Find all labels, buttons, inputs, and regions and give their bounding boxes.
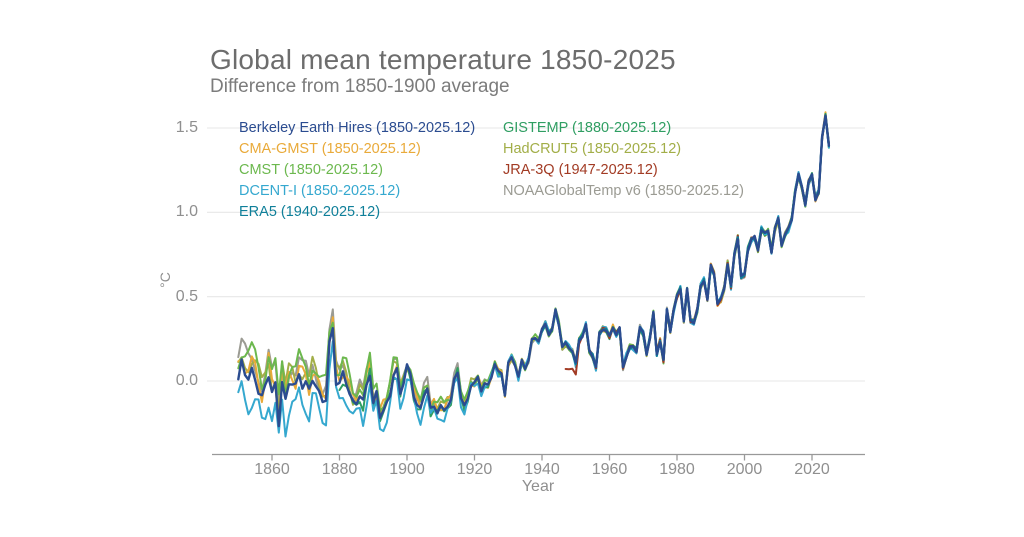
- x-tick-label: 1900: [389, 461, 425, 478]
- y-tick-label: 1.0: [175, 203, 198, 221]
- x-tick-label: 1920: [456, 461, 493, 478]
- x-tick-label: 1980: [659, 461, 695, 478]
- legend-item-cma-gmst: CMA-GMST (1850-2025.12): [239, 141, 421, 157]
- legend-item-gistemp: GISTEMP (1880-2025.12): [503, 120, 672, 136]
- x-tick-label: 2020: [794, 461, 830, 478]
- x-tick-label: 2000: [726, 461, 763, 478]
- y-tick-label: 0.5: [175, 287, 198, 305]
- legend-item-noaaglobaltemp-v6: NOAAGlobalTemp v6 (1850-2025.12): [503, 183, 744, 199]
- legend-item-berkeley-earth-hires: Berkeley Earth Hires (1850-2025.12): [239, 120, 476, 136]
- legend-item-jra-3q: JRA-3Q (1947-2025.12): [503, 162, 658, 178]
- chart-title: Global mean temperature 1850-2025: [210, 44, 676, 75]
- legend-item-hadcrut5: HadCRUT5 (1850-2025.12): [503, 141, 682, 157]
- legend-item-cmst: CMST (1850-2025.12): [239, 162, 384, 178]
- legend-column-left: Berkeley Earth Hires (1850-2025.12) CMA-G…: [239, 118, 475, 223]
- series-line-berkeley-earth-hires: [237, 114, 831, 428]
- y-tick-label: 1.5: [175, 118, 198, 136]
- x-tick-label: 1960: [591, 461, 628, 478]
- legend-item-era5: ERA5 (1940-2025.12): [239, 204, 381, 220]
- x-axis-title: Year: [521, 478, 555, 495]
- x-tick-label: 1860: [254, 461, 290, 478]
- legend-column-right: GISTEMP (1880-2025.12) HadCRUT5 (1850-202…: [503, 118, 744, 202]
- legend-item-dcent-i: DCENT-I (1850-2025.12): [239, 183, 401, 199]
- chart-subtitle: Difference from 1850-1900 average: [210, 76, 510, 97]
- x-tick-label: 1880: [321, 461, 358, 478]
- x-tick-label: 1940: [524, 461, 560, 478]
- y-tick-label: 0.0: [175, 372, 198, 389]
